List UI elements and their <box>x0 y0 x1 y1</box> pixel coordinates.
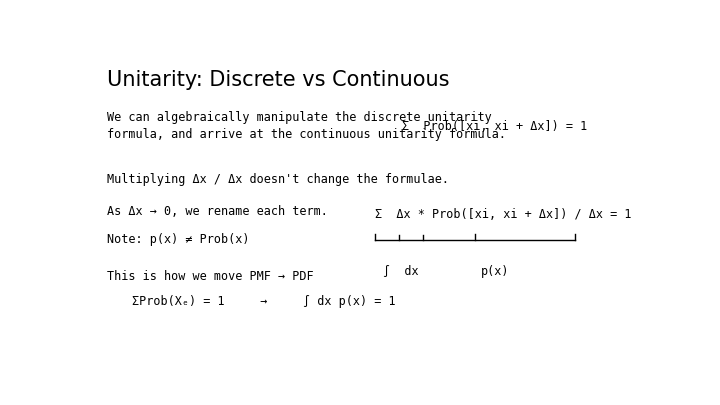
Text: Unitarity: Discrete vs Continuous: Unitarity: Discrete vs Continuous <box>107 70 449 90</box>
Text: This is how we move PMF → PDF: This is how we move PMF → PDF <box>107 270 313 283</box>
Text: Σ  Prob([xi, xi + Δx]) = 1: Σ Prob([xi, xi + Δx]) = 1 <box>402 120 588 133</box>
Text: Multiplying Δx / Δx doesn't change the formulae.: Multiplying Δx / Δx doesn't change the f… <box>107 173 449 186</box>
Text: Σ  Δx * Prob([xi, xi + Δx]) / Δx = 1: Σ Δx * Prob([xi, xi + Δx]) / Δx = 1 <box>374 208 631 221</box>
Text: We can algebraically manipulate the discrete unitarity
formula, and arrive at th: We can algebraically manipulate the disc… <box>107 111 505 141</box>
Text: ΣProb(Xₑ) = 1     →     ∫ dx p(x) = 1: ΣProb(Xₑ) = 1 → ∫ dx p(x) = 1 <box>132 295 395 308</box>
Text: p(x): p(x) <box>481 265 509 278</box>
Text: Note: p(x) ≠ Prob(x): Note: p(x) ≠ Prob(x) <box>107 232 249 245</box>
Text: ∫  dx: ∫ dx <box>383 265 418 278</box>
Text: As Δx → 0, we rename each term.: As Δx → 0, we rename each term. <box>107 205 328 217</box>
